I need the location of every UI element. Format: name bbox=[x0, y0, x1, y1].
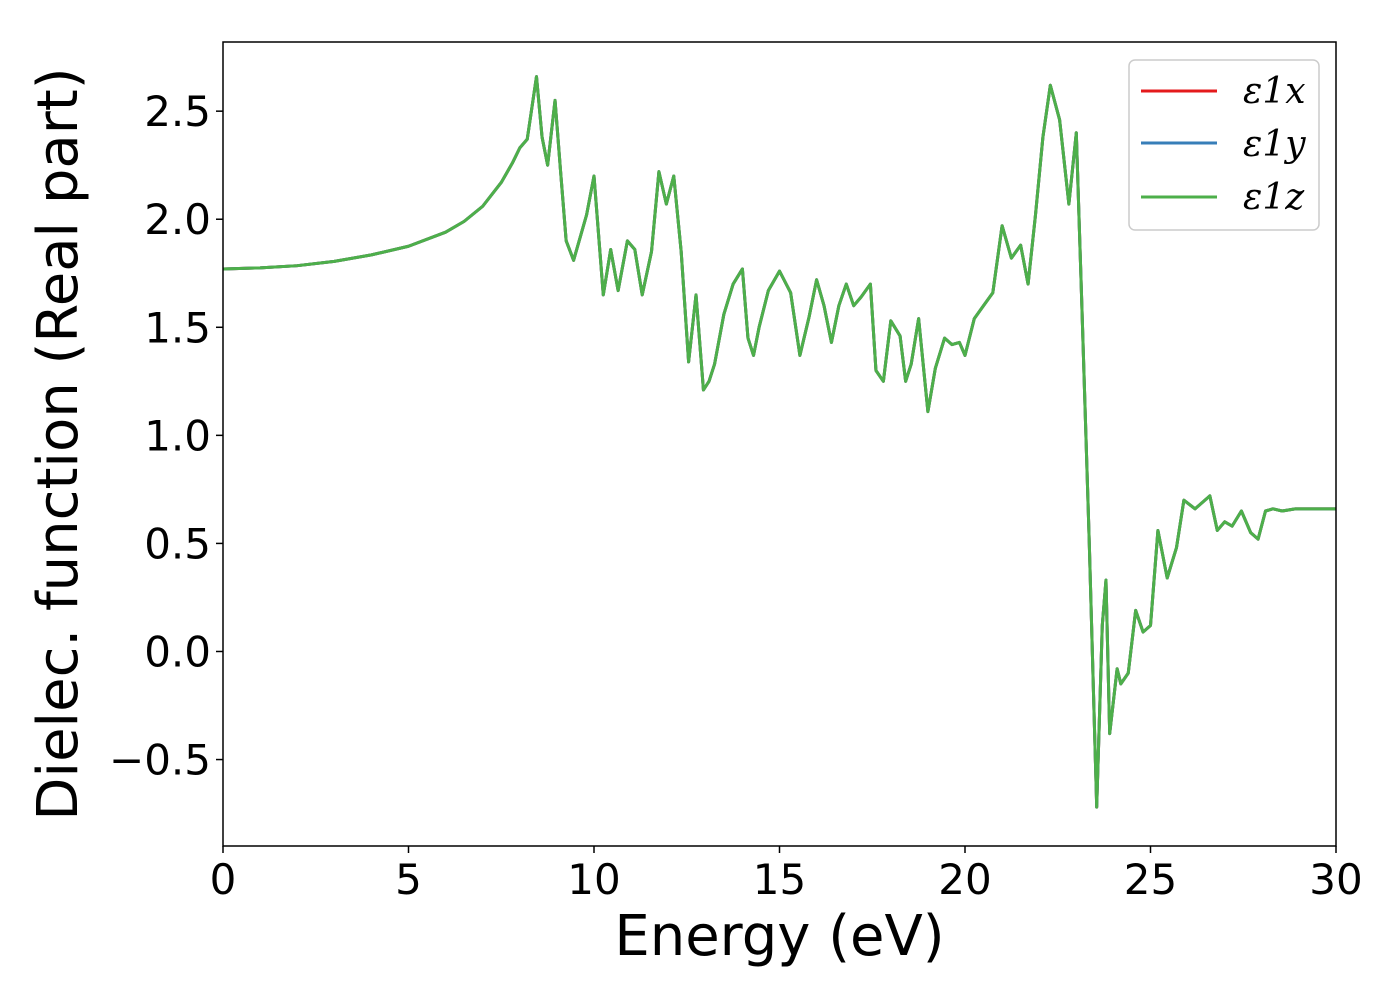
legend: ε1x ε1y ε1z bbox=[1128, 59, 1320, 231]
y-tick-label: −0.5 bbox=[109, 736, 211, 785]
y-tick-label: 2.5 bbox=[144, 87, 211, 136]
series-line-z bbox=[222, 75, 1336, 809]
x-tick-label: 0 bbox=[210, 855, 237, 904]
legend-label-x: ε1x bbox=[1243, 71, 1306, 112]
y-tick-label: 0.0 bbox=[144, 627, 211, 676]
y-axis-title: Dielec. function (Real part) bbox=[26, 67, 91, 820]
x-axis: 0 5 10 15 20 25 30 bbox=[210, 846, 1363, 904]
x-tick-label: 5 bbox=[395, 855, 422, 904]
legend-label-z: ε1z bbox=[1243, 177, 1305, 218]
y-axis: −0.5 0.0 0.5 1.0 1.5 2.0 2.5 bbox=[109, 87, 223, 785]
x-tick-label: 15 bbox=[753, 855, 806, 904]
x-axis-title: Energy (eV) bbox=[614, 904, 944, 969]
y-tick-label: 1.5 bbox=[144, 303, 211, 352]
x-tick-label: 10 bbox=[567, 855, 620, 904]
series-layer bbox=[222, 75, 1336, 809]
x-tick-label: 25 bbox=[1124, 855, 1177, 904]
x-tick-label: 30 bbox=[1309, 855, 1362, 904]
y-tick-label: 1.0 bbox=[144, 411, 211, 460]
y-tick-label: 0.5 bbox=[144, 519, 211, 568]
legend-label-y: ε1y bbox=[1243, 124, 1306, 165]
x-tick-label: 20 bbox=[938, 855, 991, 904]
y-tick-label: 2.0 bbox=[144, 195, 211, 244]
legend-frame bbox=[1128, 59, 1320, 231]
